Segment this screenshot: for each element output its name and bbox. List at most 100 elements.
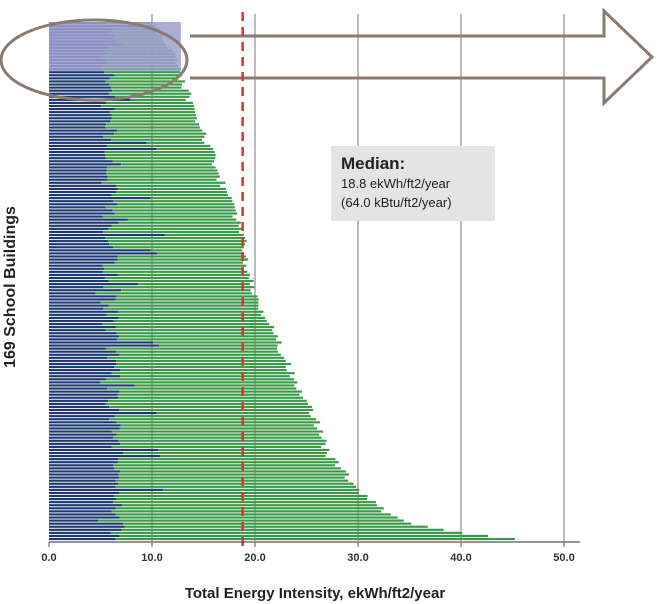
bar-segment-green (119, 427, 318, 430)
bar-segment-green (111, 117, 197, 120)
bar-segment-green (115, 507, 384, 510)
x-tick-label: 20.0 (244, 552, 265, 564)
bar-segment-blue (49, 77, 110, 80)
bar-segment-green (116, 295, 258, 298)
bar-segment-green (119, 335, 278, 338)
bar-segment-blue (49, 289, 122, 292)
x-tick-label: 0.0 (41, 552, 56, 564)
bar-segment-blue (49, 494, 115, 498)
bar-segment-green (119, 516, 398, 519)
bar-segment-blue (49, 154, 106, 157)
bar-segment-blue (49, 181, 102, 184)
bar-segment-green (104, 267, 244, 270)
bar-segment-blue (49, 501, 114, 504)
bar-segment-blue (49, 335, 120, 338)
bar-segment-blue (49, 473, 119, 476)
bar-segment-blue (49, 221, 119, 224)
bar-segment-blue (49, 445, 112, 448)
bar-segment-blue (49, 534, 120, 538)
bar-segment-blue (49, 252, 158, 255)
bar-segment-green (100, 381, 298, 384)
bar-segment-green (106, 313, 262, 316)
bar-segment-green (116, 433, 320, 436)
bar-segment-green (102, 264, 247, 267)
bar-segment-blue (49, 279, 109, 283)
bar-segment-green (106, 387, 297, 390)
median-title: Median: (341, 154, 406, 173)
bar-segment-blue (49, 169, 107, 172)
bar-segment-blue (49, 301, 101, 304)
bar-segment-green (113, 501, 376, 504)
bar-segment-blue (49, 197, 151, 200)
bar-segment-blue (49, 92, 109, 95)
bar-segment-blue (49, 537, 116, 541)
bar-segment-blue (49, 430, 112, 433)
bar-segment-blue (49, 249, 151, 252)
bar-segment-blue (49, 178, 108, 181)
bar-segment-blue (49, 117, 112, 120)
bar-segment-blue (49, 86, 112, 89)
bar-segment-blue (49, 531, 111, 534)
bar-segment-green (108, 92, 192, 95)
bar-segment-green (127, 218, 237, 221)
bar-segment-green (120, 442, 326, 445)
bar-segment-green (150, 249, 243, 252)
bar-segment-green (119, 491, 359, 495)
bar-segment-blue (49, 439, 119, 442)
bar-segment-green (103, 286, 255, 289)
bar-segment-green (160, 455, 326, 458)
highlight-ellipse (0, 18, 189, 102)
bar-segment-blue (49, 384, 135, 387)
bar-segment-green (104, 276, 249, 280)
bar-segment-green (104, 150, 215, 154)
highlight-region (49, 22, 181, 72)
bar-segment-green (114, 212, 238, 215)
bar-segment-green (119, 476, 345, 479)
bar-segment-green (115, 184, 221, 187)
bar-segment-green (121, 289, 251, 292)
bar-segment-blue (49, 464, 114, 467)
bar-segment-blue (49, 227, 109, 230)
bar-segment-green (105, 80, 185, 83)
bar-segment-blue (49, 261, 115, 264)
bar-segment-green (114, 74, 183, 77)
bar-segment-green (116, 359, 286, 362)
bar-segment-green (129, 98, 186, 101)
bar-segment-blue (49, 298, 116, 301)
bar-segment-green (118, 458, 336, 461)
bar-segment-green (156, 147, 214, 151)
bar-segment-blue (49, 304, 109, 307)
bar-segment-blue (49, 433, 117, 436)
bar-segment-blue (49, 276, 105, 280)
bar-segment-blue (49, 218, 128, 221)
bar-segment-green (108, 279, 254, 283)
bar-segment-blue (49, 405, 109, 409)
bar-segment-green (118, 316, 266, 319)
bar-segment-green (119, 353, 281, 356)
bar-segment-green (115, 479, 349, 482)
bar-segment-blue (49, 375, 121, 378)
bar-segment-blue (49, 307, 104, 310)
bar-segment-blue (49, 491, 120, 495)
bar-segment-blue (49, 243, 110, 246)
bar-segment-green (103, 230, 240, 233)
bar-segment-blue (49, 273, 118, 276)
bar-segment-blue (49, 528, 122, 531)
bar-segment-blue (49, 313, 107, 316)
bar-segment-green (114, 107, 195, 111)
bar-segment-blue (49, 442, 121, 445)
bar-segment-green (114, 365, 286, 369)
bar-segment-blue (49, 132, 115, 135)
bar-segment-green (104, 126, 200, 129)
bar-segment-green (115, 298, 259, 301)
bar-segment-green (102, 322, 270, 326)
bar-segment-blue (49, 393, 118, 396)
bar-segment-blue (49, 513, 116, 516)
bar-segment-green (107, 166, 216, 169)
bar-segment-green (115, 95, 190, 98)
bar-segment-blue (49, 184, 116, 187)
bar-segment-blue (49, 467, 115, 470)
bar-segment-green (117, 187, 227, 191)
bar-segment-blue (49, 135, 104, 138)
